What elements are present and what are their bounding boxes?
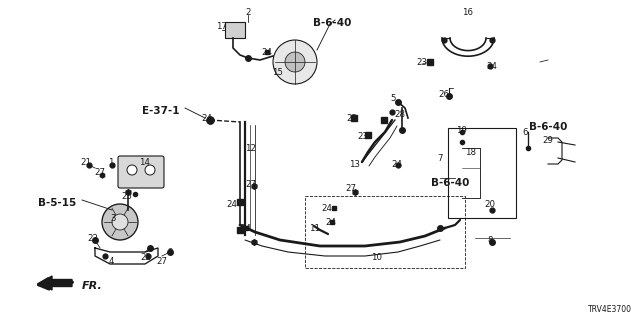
Text: 6: 6 [522,127,528,137]
Text: 15: 15 [273,68,284,76]
Text: 26: 26 [438,90,449,99]
Text: 28: 28 [394,109,406,118]
Text: 19: 19 [456,125,467,134]
Circle shape [127,165,137,175]
Text: B-6-40: B-6-40 [313,18,351,28]
Text: 17: 17 [216,21,227,30]
Text: 24: 24 [486,61,497,70]
Text: 10: 10 [371,253,383,262]
Circle shape [273,40,317,84]
Text: 22: 22 [88,234,99,243]
Text: 5: 5 [390,93,396,102]
FancyArrow shape [40,276,72,290]
Text: TRV4E3700: TRV4E3700 [588,305,632,314]
Text: 27: 27 [246,180,257,188]
Text: B-6-40: B-6-40 [431,178,469,188]
Bar [448,128,516,218]
Text: 24: 24 [227,199,237,209]
Text: 23: 23 [358,132,369,140]
Text: 8: 8 [487,236,493,244]
Text: 11: 11 [310,223,321,233]
Text: 23: 23 [346,114,358,123]
Circle shape [145,165,155,175]
Text: 25: 25 [122,191,132,201]
Text: 18: 18 [465,148,477,156]
Text: B-6-40: B-6-40 [529,122,567,132]
Bar [225,22,245,38]
Text: 29: 29 [543,135,554,145]
Text: 9: 9 [167,247,173,257]
Text: 4: 4 [108,258,114,267]
Circle shape [102,204,138,240]
Text: 20: 20 [484,199,495,209]
Text: 24: 24 [241,223,252,233]
Text: 24: 24 [326,218,337,227]
Text: 22: 22 [141,253,152,262]
FancyBboxPatch shape [118,156,164,188]
Text: 27: 27 [157,258,168,267]
Circle shape [112,214,128,230]
Text: 2: 2 [245,7,251,17]
Text: 13: 13 [349,159,360,169]
Text: 27: 27 [346,183,356,193]
Text: 1: 1 [108,157,114,166]
Text: 21: 21 [81,157,92,166]
Text: 24: 24 [202,114,212,123]
Bar [305,196,465,268]
Text: 3: 3 [110,213,116,222]
Text: 14: 14 [140,157,150,166]
Text: B-5-15: B-5-15 [38,198,76,208]
Text: E-37-1: E-37-1 [142,106,180,116]
Text: 12: 12 [246,143,257,153]
Text: 16: 16 [463,7,474,17]
Text: 24: 24 [392,159,403,169]
Text: 7: 7 [437,154,443,163]
Text: 24: 24 [321,204,333,212]
Text: 23: 23 [417,58,428,67]
Text: FR.: FR. [82,281,103,291]
Text: 24: 24 [262,47,273,57]
Circle shape [285,52,305,72]
Text: 27: 27 [95,167,106,177]
